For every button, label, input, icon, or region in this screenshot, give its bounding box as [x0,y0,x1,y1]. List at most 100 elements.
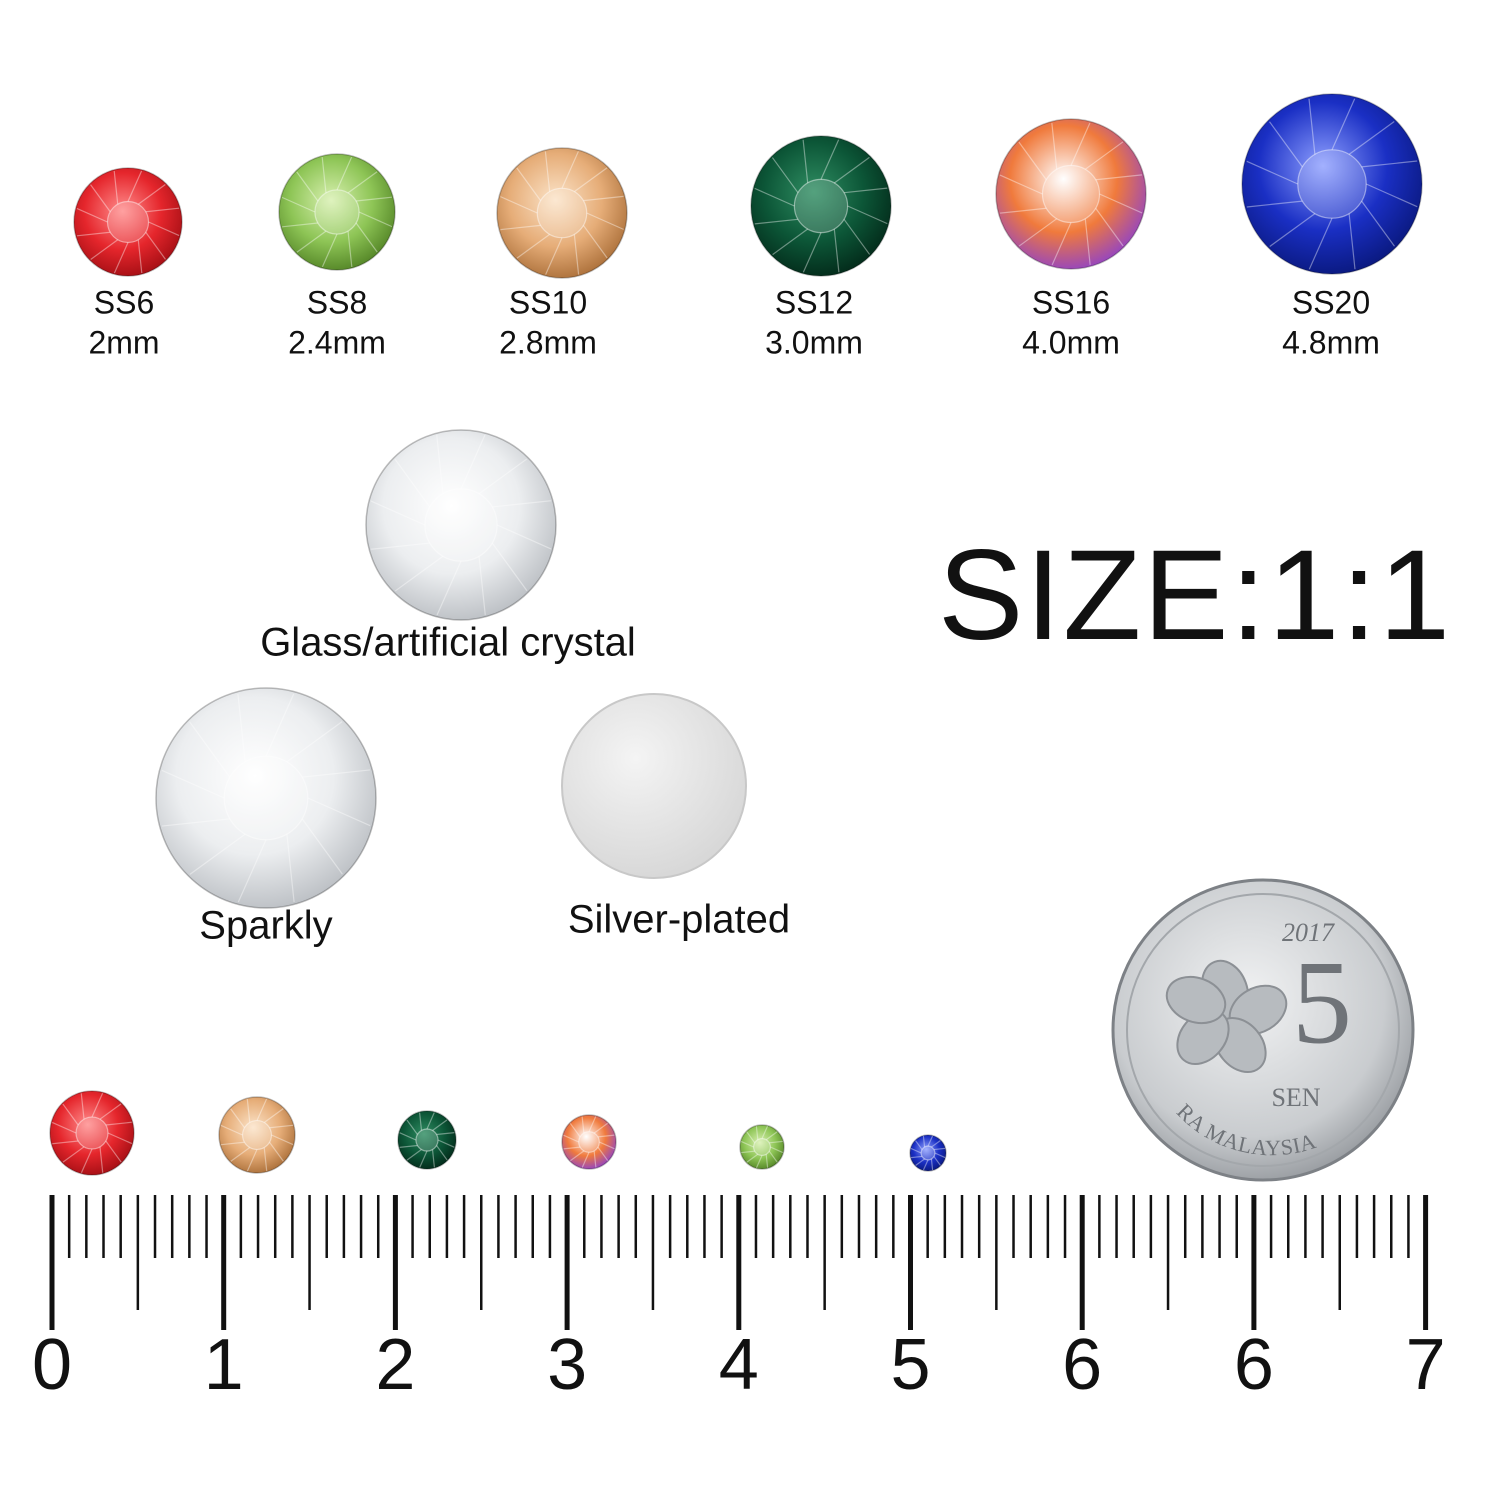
gem-facet [370,500,426,526]
gem-facet [426,1112,435,1130]
gem-facet [746,1153,759,1163]
gem-facet [321,233,338,268]
ruler-label: 3 [547,1325,587,1405]
gem-facet [220,1141,245,1146]
gem-facet [76,207,108,223]
gem-facet [1070,122,1091,166]
gem-facet [145,207,180,213]
size-name: SS12 [775,284,853,320]
gem-body [561,1114,617,1170]
coin-unit: SEN [1271,1083,1320,1112]
gem-facet [581,1116,585,1134]
ruler-label: 0 [32,1325,72,1405]
size-mm: 2mm [88,324,159,360]
gem-facet [1269,121,1303,168]
gem-body [397,1110,457,1170]
gem-facet [394,458,431,508]
gem-facet [1051,222,1072,266]
gem-facet [833,156,870,184]
gem-facet [437,1139,455,1148]
gem-facet [281,196,316,213]
gem-facet [561,151,579,189]
gem-facet [1348,121,1395,155]
gem-facet [1331,98,1356,151]
coin-year: 2017 [1282,918,1335,947]
gem-facet [80,1148,93,1174]
size-name: SS16 [1032,284,1110,320]
ruler-label: 6 [1062,1325,1102,1405]
front-label: Sparkly [199,904,332,948]
gem-facet [460,434,486,490]
gem-facet [843,218,871,255]
gem-facet [296,230,327,253]
gem-facet [127,170,143,202]
gem-facet [593,1122,609,1134]
gem-table [415,1128,439,1152]
gem-facet [933,1156,941,1166]
gem-body [909,1134,947,1172]
gem-facet [933,1147,946,1151]
gem-facet [545,237,563,275]
gem-facet [62,1146,85,1163]
gem-facet [220,1124,243,1136]
gem-facet [189,833,246,875]
size-name: SS8 [307,284,367,320]
gem-facet [755,1155,763,1169]
gem-facet [599,1141,615,1150]
gem-facet [771,157,799,194]
gem-facet [246,1149,258,1172]
gem-facet [573,234,580,275]
gem-table [424,488,498,562]
gem-facet [105,1140,122,1163]
gem-body [218,1096,296,1174]
gem-facet [500,196,538,214]
gem-facet [999,207,1047,214]
size-mm: 4.8mm [1282,324,1380,360]
gem-facet [833,228,840,273]
gem-facet [1308,217,1333,270]
coin-value: 5 [1292,936,1352,1069]
gem-facet [91,1092,104,1118]
gem [278,153,396,271]
gem-facet [358,211,393,228]
gem-facet [431,1149,436,1168]
gem-facet [768,1150,778,1163]
gem-facet [1365,183,1418,208]
gem-facet [746,1131,756,1144]
gem-facet [765,1131,778,1141]
gem-table [753,1138,771,1156]
gem-facet [915,1158,925,1166]
gem-body [496,147,628,279]
gem-facet [1084,141,1124,170]
gem-facet [246,1098,251,1123]
gem-facet [265,693,295,757]
gem-facet [1095,207,1124,247]
gem-facet [573,167,608,193]
gem-facet [755,1126,759,1140]
gems [49,93,1423,1176]
gem-facet [406,1119,418,1135]
gem-facet [491,542,528,592]
gem-table [1041,164,1101,224]
ruler-label: 1 [204,1325,244,1405]
gem-facet [1084,218,1091,266]
gem-table [106,200,150,244]
gem-facet [1361,200,1395,247]
silver-back [561,693,747,879]
gem-facet [922,1159,929,1171]
gem-facet [999,174,1043,195]
gem-facet [436,560,462,616]
gem [365,429,557,621]
gem-facet [1308,98,1316,155]
gem-table [578,1131,600,1153]
gem-facet [399,1132,417,1141]
gem-facet [802,232,822,273]
gem-body [49,1090,135,1176]
gem-facet [263,1108,284,1123]
gem-body [278,153,396,271]
gem-facet [161,769,225,799]
size-name: SS10 [509,284,587,320]
gem-facet [1018,141,1047,181]
gem-facet [1348,213,1356,270]
